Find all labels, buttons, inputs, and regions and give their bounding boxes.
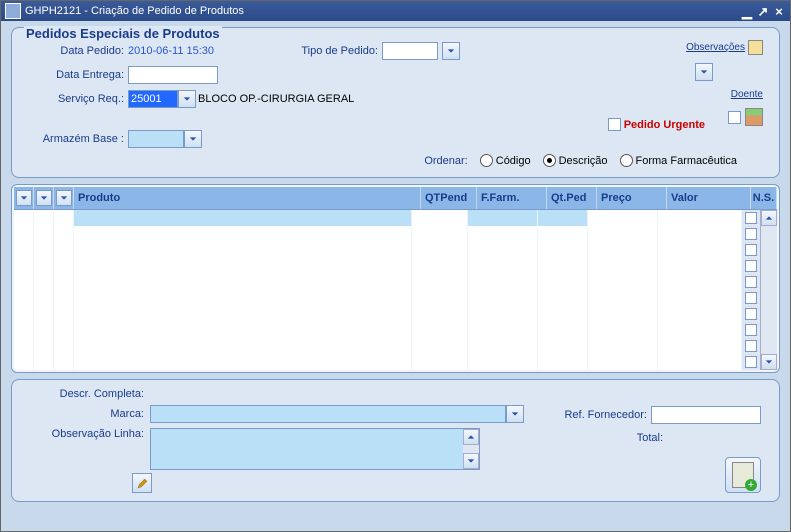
- armazem-input[interactable]: [128, 130, 184, 148]
- ns-checkbox[interactable]: [745, 308, 757, 320]
- data-entrega-label: Data Entrega:: [24, 69, 128, 81]
- col-produto[interactable]: Produto: [74, 187, 421, 209]
- ns-checkbox[interactable]: [745, 228, 757, 240]
- col-preco[interactable]: Preço: [597, 187, 667, 209]
- total-label: Total:: [637, 432, 663, 444]
- ref-fornecedor-label: Ref. Fornecedor:: [564, 409, 647, 421]
- radio-forma[interactable]: Forma Farmacêutica: [620, 154, 737, 167]
- minimize-button[interactable]: ▁: [740, 4, 754, 18]
- fieldset-legend: Pedidos Especiais de Produtos: [24, 26, 222, 41]
- data-pedido-value: 2010-06-11 15:30: [128, 45, 248, 57]
- ns-checkbox[interactable]: [745, 292, 757, 304]
- ns-checkbox[interactable]: [745, 276, 757, 288]
- table-row[interactable]: [14, 226, 742, 242]
- table-row[interactable]: [14, 306, 742, 322]
- descr-completa-label: Descr. Completa:: [24, 388, 150, 400]
- table-row[interactable]: [14, 242, 742, 258]
- ordenar-row: Ordenar: Código Descrição Forma Farmacêu…: [24, 154, 767, 167]
- clipboard-plus-icon: [732, 462, 754, 488]
- ref-fornecedor-input[interactable]: [651, 406, 761, 424]
- hdr-dd-1[interactable]: [16, 190, 32, 206]
- ns-checkbox[interactable]: [745, 212, 757, 224]
- ordenar-label: Ordenar:: [424, 155, 467, 167]
- ns-checkbox[interactable]: [745, 340, 757, 352]
- scroll-down-icon[interactable]: [761, 354, 777, 370]
- table-scrollbar[interactable]: [760, 210, 777, 370]
- armazem-label: Armazém Base :: [24, 133, 128, 145]
- radio-descricao[interactable]: Descrição: [543, 154, 608, 167]
- scroll-up-icon[interactable]: [761, 210, 777, 226]
- note-icon[interactable]: [748, 40, 763, 55]
- col-qtped[interactable]: Qt.Ped: [547, 187, 597, 209]
- col-ns[interactable]: N.S.: [751, 187, 777, 209]
- tipo-pedido-input[interactable]: [382, 42, 438, 60]
- col-valor[interactable]: Valor: [667, 187, 751, 209]
- hdr-dd-3[interactable]: [56, 190, 72, 206]
- extra-dropdown[interactable]: [695, 63, 713, 81]
- data-pedido-label: Data Pedido:: [24, 45, 128, 57]
- table-row[interactable]: [14, 354, 742, 370]
- servico-label: Serviço Req.:: [24, 93, 128, 105]
- hdr-dd-2[interactable]: [36, 190, 52, 206]
- pedido-urgente-checkbox[interactable]: [608, 118, 621, 131]
- data-entrega-input[interactable]: [128, 66, 218, 84]
- col-ffarm[interactable]: F.Farm.: [477, 187, 547, 209]
- obs-linha-label: Observação Linha:: [24, 428, 150, 440]
- marca-input[interactable]: [150, 405, 506, 423]
- table-row[interactable]: [14, 290, 742, 306]
- observacoes-label: Observações: [686, 42, 745, 53]
- marca-label: Marca:: [24, 408, 150, 420]
- table-row[interactable]: [14, 210, 742, 226]
- titlebar: GHPH2121 - Criação de Pedido de Produtos…: [1, 1, 790, 21]
- ta-scroll-up-icon[interactable]: [463, 429, 479, 445]
- person-icon[interactable]: [745, 108, 763, 126]
- table-row[interactable]: [14, 322, 742, 338]
- products-table: Produto QTPend F.Farm. Qt.Ped Preço Valo…: [11, 184, 780, 373]
- app-icon: [5, 3, 21, 19]
- pedidos-fieldset: Pedidos Especiais de Produtos Observaçõe…: [11, 27, 780, 178]
- close-button[interactable]: ×: [772, 4, 786, 18]
- servico-input[interactable]: [128, 90, 178, 108]
- add-order-button[interactable]: [725, 457, 761, 493]
- ns-checkbox[interactable]: [745, 244, 757, 256]
- ns-checkbox[interactable]: [745, 356, 757, 368]
- servico-dropdown[interactable]: [178, 90, 196, 108]
- obs-linha-textarea[interactable]: [150, 428, 480, 470]
- armazem-dropdown[interactable]: [184, 130, 202, 148]
- app-window: GHPH2121 - Criação de Pedido de Produtos…: [0, 0, 791, 532]
- tipo-pedido-label: Tipo de Pedido:: [288, 45, 382, 57]
- table-row[interactable]: [14, 258, 742, 274]
- table-header: Produto QTPend F.Farm. Qt.Ped Preço Valo…: [14, 187, 777, 210]
- col-qtpend[interactable]: QTPend: [421, 187, 477, 209]
- maximize-button[interactable]: ↗: [756, 4, 770, 18]
- marca-dropdown[interactable]: [506, 405, 524, 423]
- bottom-fieldset: Descr. Completa: Marca: Observação Linha…: [11, 379, 780, 502]
- ta-scroll-down-icon[interactable]: [463, 453, 479, 469]
- tipo-pedido-dropdown[interactable]: [442, 42, 460, 60]
- doente-label: Doente: [731, 89, 763, 100]
- table-row[interactable]: [14, 338, 742, 354]
- table-row[interactable]: [14, 274, 742, 290]
- servico-desc: BLOCO OP.-CIRURGIA GERAL: [198, 93, 354, 105]
- ns-checkbox[interactable]: [745, 324, 757, 336]
- window-title: GHPH2121 - Criação de Pedido de Produtos: [25, 5, 740, 17]
- radio-codigo[interactable]: Código: [480, 154, 531, 167]
- ns-checkbox[interactable]: [745, 260, 757, 272]
- edit-obs-button[interactable]: [132, 473, 152, 493]
- doente-checkbox[interactable]: [728, 111, 741, 124]
- pedido-urgente-label: Pedido Urgente: [624, 119, 705, 131]
